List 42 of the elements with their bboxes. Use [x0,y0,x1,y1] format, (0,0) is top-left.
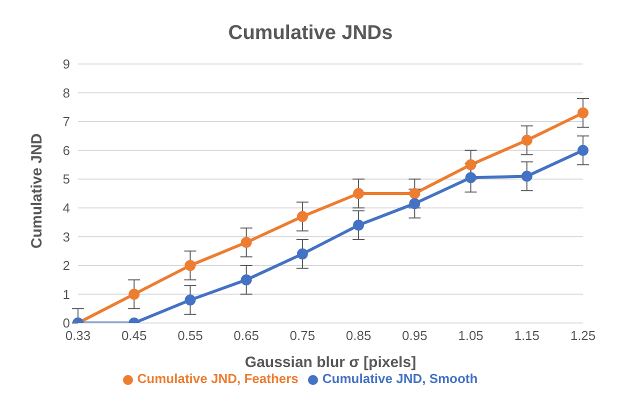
x-tick-label: 0.55 [178,328,203,344]
y-tick-label: 4 [62,200,70,216]
point [578,107,588,118]
point [184,294,196,306]
point [353,220,364,231]
x-tick-label: 0.95 [402,328,428,344]
y-tick-label: 0 [62,316,70,331]
x-tick-label: 0.65 [234,328,259,344]
y-tick-label: 3 [62,229,70,244]
y-tick-label: 1 [62,286,70,302]
x-tick-label: 1.05 [458,328,484,344]
y-axis-title: Cumulative JND [28,133,46,248]
point [184,260,196,271]
point [240,236,252,248]
x-tick-label: 1.25 [570,328,596,344]
point [296,248,308,260]
x-tick-label: 0.33 [65,328,91,344]
x-axis-title: Gaussian blur σ [pixels] [244,354,416,371]
chart-title: Cumulative JNDs [227,21,394,46]
point [296,211,308,222]
point [578,144,588,156]
y-tick-label: 6 [62,142,70,158]
y-tick-label: 8 [62,85,70,100]
point [128,288,140,300]
point [353,188,364,199]
point [521,170,532,182]
y-tick-label: 7 [62,114,70,130]
point [521,134,532,146]
y-tick-label: 5 [62,172,70,187]
x-tick-label: 0.75 [290,328,316,344]
y-tick-label: 2 [62,258,70,274]
x-tick-label: 0.85 [346,328,372,344]
x-tick-label: 0.45 [121,328,147,344]
point [409,188,420,199]
legend-label: Cumulative JND, Smooth [322,371,478,386]
point [465,172,476,184]
y-tick-label: 9 [62,56,70,72]
point [409,198,420,210]
point [465,159,476,170]
x-tick-label: 1.15 [514,328,540,344]
legend-label: Cumulative JND, Feathers [137,371,298,386]
point [240,274,252,286]
